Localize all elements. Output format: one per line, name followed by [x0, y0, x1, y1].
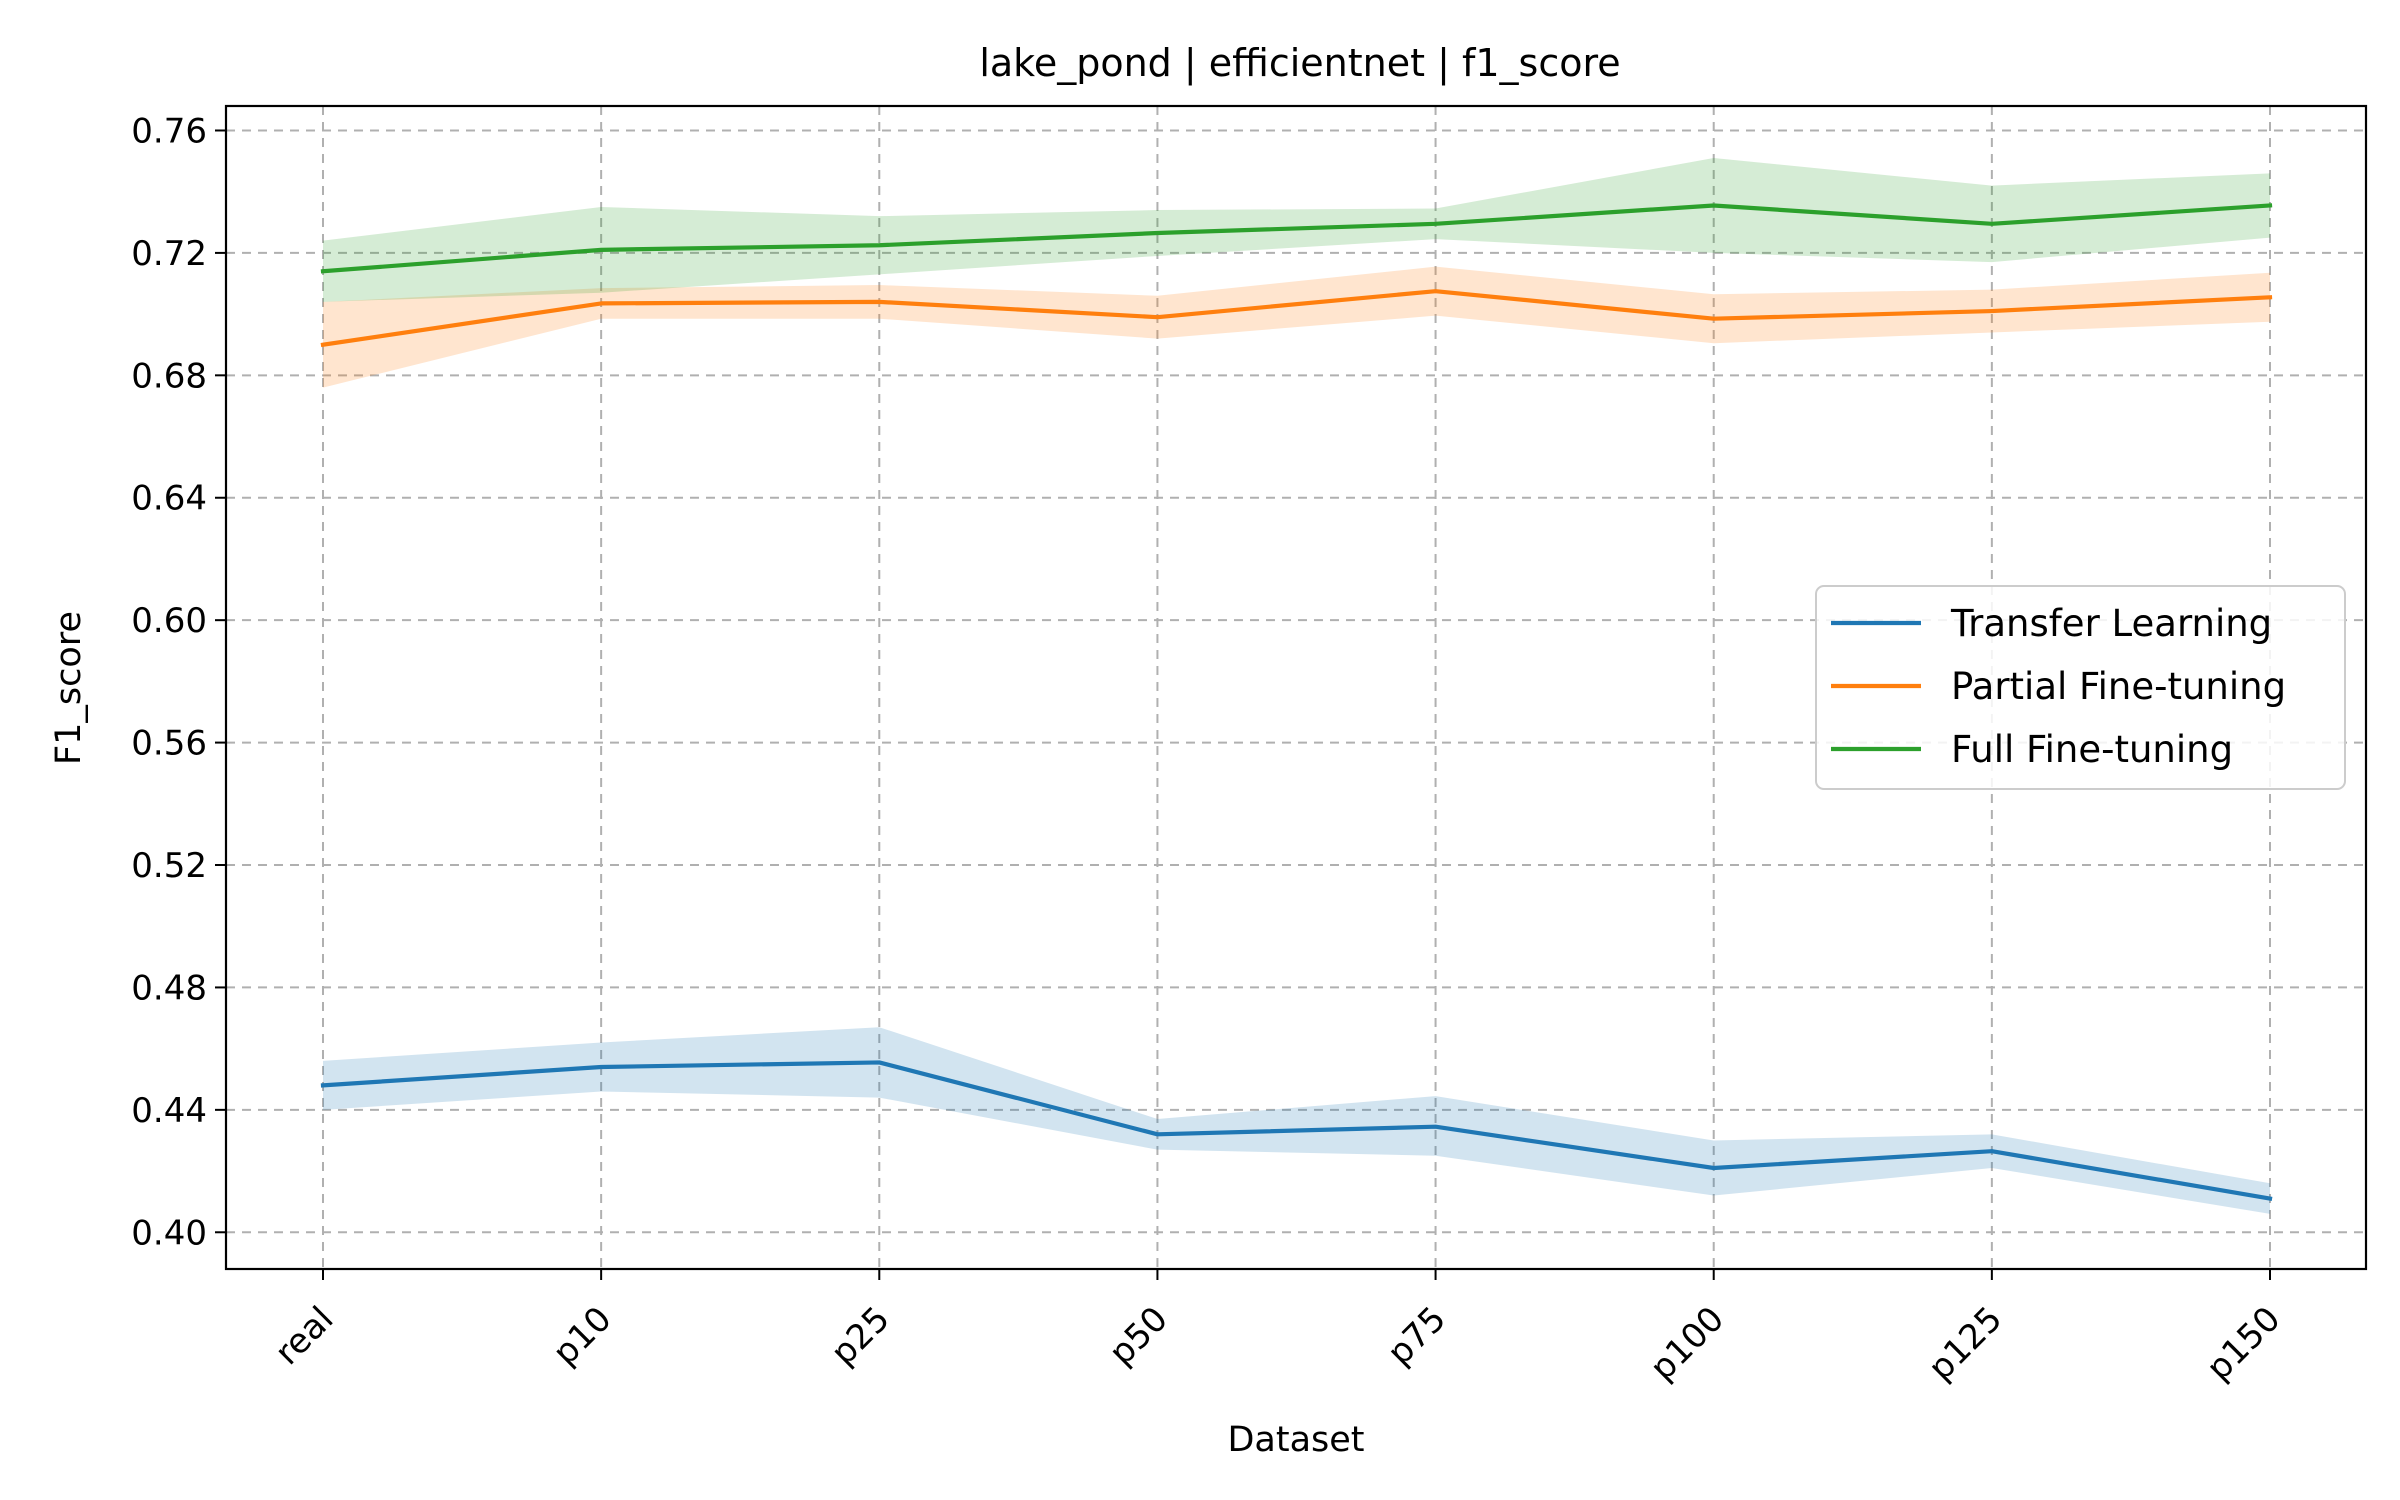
legend-box — [1815, 585, 2346, 790]
y-axis-label: F1_score — [49, 611, 89, 765]
y-tick-label: 0.72 — [131, 234, 207, 274]
plot-frame — [224, 104, 2368, 1271]
legend-label: Full Fine-tuning — [1951, 728, 2233, 771]
y-tick-label: 0.68 — [131, 356, 207, 396]
y-tick-label: 0.48 — [131, 968, 207, 1008]
y-tick-label: 0.76 — [131, 111, 207, 151]
legend-label: Partial Fine-tuning — [1951, 665, 2286, 708]
y-tick-label: 0.64 — [131, 479, 207, 519]
x-axis-label: Dataset — [1227, 1420, 1364, 1460]
y-tick-label: 0.44 — [131, 1091, 207, 1131]
confidence-band-1 — [323, 266, 2270, 388]
y-tick-label: 0.56 — [131, 724, 207, 764]
y-tick-label: 0.52 — [131, 846, 207, 886]
y-tick-label: 0.60 — [131, 601, 207, 641]
legend-label: Transfer Learning — [1950, 602, 2272, 645]
series-line-1 — [320, 289, 2273, 348]
confidence-band-0 — [323, 1027, 2270, 1214]
y-tick-label: 0.40 — [131, 1213, 207, 1253]
chart-title: lake_pond | efficientnet | f1_score — [979, 41, 1620, 86]
legend: Transfer Learning Partial Fine-tuning Full… — [1815, 585, 2346, 790]
series-lines — [320, 203, 2273, 1202]
series-line-0 — [320, 1060, 2273, 1202]
y-axis: 0.40 0.44 0.48 0.52 0.56 0.60 0.64 0.68 0.72 0.76 — [131, 111, 226, 1253]
series-line-2 — [320, 203, 2273, 274]
